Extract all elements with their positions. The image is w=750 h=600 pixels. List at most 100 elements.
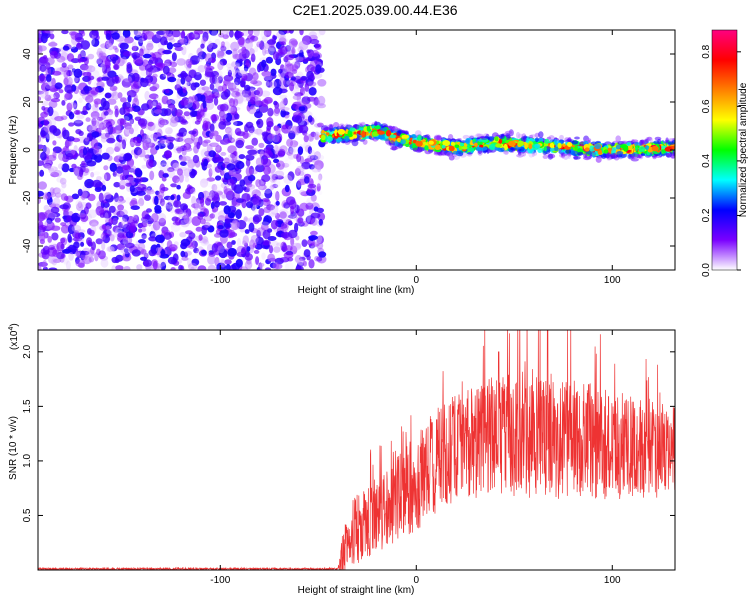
noise-cell [44,81,55,89]
noise-cell [84,178,94,189]
noise-cell [156,30,166,35]
noise-cell [307,121,317,130]
noise-cell [95,206,105,216]
noise-cell [179,232,187,238]
noise-cell [155,246,162,253]
noise-cell [143,188,154,193]
noise-cell [256,63,262,73]
noise-cell [270,184,276,189]
noise-cell [119,133,124,141]
noise-cell [268,245,274,254]
noise-cell [128,141,136,147]
signal-cell [352,134,358,139]
noise-cell [85,102,92,111]
noise-cell [96,176,102,181]
noise-cell [312,99,321,106]
noise-cell [200,148,208,159]
noise-cell [151,67,161,72]
signal-cell [433,152,441,156]
noise-cell [77,201,83,209]
signal-cell [498,133,505,140]
noise-cell [161,160,171,166]
noise-cell [190,82,197,91]
noise-cell [181,155,191,162]
noise-cell [241,89,252,98]
noise-cell [185,208,192,218]
noise-cell [109,244,118,252]
noise-cell [215,134,222,142]
noise-cell [146,188,151,197]
signal-cell [542,154,549,159]
colorbar-tick-label: 0.2 [701,208,712,222]
noise-cell [316,207,325,213]
noise-cell [182,87,187,94]
signal-cell [562,153,569,160]
noise-cell [264,49,270,55]
signal-cell [503,150,509,155]
noise-cell [77,213,87,218]
noise-cell [222,83,228,94]
noise-cell [171,52,177,62]
noise-cell [194,199,201,209]
noise-cell [245,166,253,177]
noise-cell [124,36,134,44]
noise-cell [108,246,113,252]
noise-cell [148,249,156,257]
noise-cell [167,167,175,173]
signal-cell [528,138,534,142]
noise-cell [170,61,178,68]
noise-cell [163,204,173,209]
noise-cell [152,73,158,79]
noise-cell [60,224,70,234]
noise-cell [164,61,171,68]
noise-cell [107,109,115,117]
noise-cell [201,140,209,147]
noise-cell [106,77,115,87]
noise-cell [82,71,92,77]
colorbar-tick-label: 0.0 [701,263,712,277]
signal-cell [574,136,580,140]
colorbar: 0.0 0.2 0.4 0.6 0.8 Normalized spectral ampl… [701,29,749,277]
noise-cell [140,77,149,88]
noise-cell [266,39,277,45]
noise-cell [38,265,42,270]
noise-cell [114,258,120,264]
noise-cell [316,183,321,192]
noise-cell [217,76,223,84]
noise-cell [234,221,240,229]
signal-cell [531,151,536,157]
colorbar-label: Normalized spectral amplitude [738,82,749,217]
noise-cell [151,212,159,223]
noise-cell [41,100,49,107]
noise-cell [263,30,272,38]
noise-cell [90,111,100,119]
noise-cell [56,55,66,63]
noise-cell [109,85,118,92]
noise-cell [93,145,102,156]
noise-cell [191,195,197,206]
noise-cell [122,237,130,245]
noise-cell [46,74,52,83]
signal-cell [615,144,621,150]
noise-cell [156,243,161,249]
noise-cell [107,98,117,105]
noise-cell [117,204,124,211]
noise-cell [299,49,304,58]
noise-cell [100,62,106,72]
noise-cell [51,70,62,76]
noise-cell [269,173,278,184]
signal-cell [475,146,483,152]
noise-cell [184,137,194,145]
noise-cell [175,93,181,103]
noise-cell [51,258,58,266]
noise-cell [164,150,172,158]
noise-cell [294,222,299,233]
noise-cell [224,259,232,265]
noise-cell [127,174,134,183]
noise-cell [193,30,204,35]
noise-cell [293,75,302,83]
noise-cell [218,32,225,38]
signal-cell [644,145,650,151]
noise-cell [262,229,271,240]
noise-cell [87,53,95,60]
